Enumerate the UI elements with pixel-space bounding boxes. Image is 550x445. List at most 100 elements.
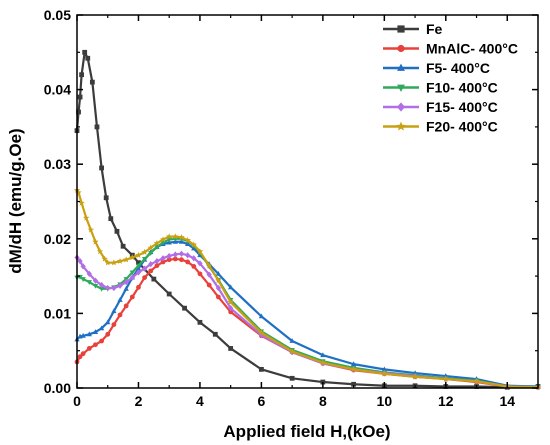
legend-item: F15- 400°C xyxy=(383,99,498,115)
data-point xyxy=(117,282,123,289)
legend-swatch-marker xyxy=(397,102,405,112)
data-point xyxy=(101,255,108,262)
data-point xyxy=(228,305,234,312)
legend-label: MnAlC- 400°C xyxy=(426,41,518,57)
data-point xyxy=(86,346,92,351)
data-point xyxy=(76,109,81,115)
legend-item: F5- 400°C xyxy=(383,60,490,76)
data-point xyxy=(94,124,100,130)
data-point xyxy=(350,361,357,367)
data-point xyxy=(108,216,114,222)
data-point xyxy=(320,352,326,358)
data-point xyxy=(228,309,234,315)
data-point xyxy=(80,263,86,270)
data-point xyxy=(289,338,295,343)
data-point xyxy=(166,291,172,297)
x-tick-label: 8 xyxy=(319,393,327,409)
y-tick-label: 0.05 xyxy=(44,7,71,23)
data-point xyxy=(77,354,83,360)
data-point xyxy=(197,271,203,277)
data-point xyxy=(148,261,154,268)
data-point xyxy=(178,250,185,257)
data-point xyxy=(86,280,92,285)
data-point xyxy=(258,329,265,336)
data-point xyxy=(105,331,111,337)
data-point xyxy=(172,251,178,258)
data-point xyxy=(166,252,172,260)
data-point xyxy=(154,263,160,269)
data-point xyxy=(151,276,157,282)
data-point xyxy=(148,268,154,274)
data-point xyxy=(135,269,142,276)
data-point xyxy=(110,259,118,266)
data-point xyxy=(135,263,142,269)
legend-swatch-marker xyxy=(397,84,405,92)
data-point xyxy=(111,308,117,314)
legend-item: F10- 400°C xyxy=(383,80,498,96)
data-point xyxy=(288,348,296,355)
data-point xyxy=(87,226,95,233)
data-point xyxy=(129,254,136,261)
data-point xyxy=(172,256,178,262)
data-point xyxy=(92,238,99,245)
x-tick-label: 14 xyxy=(499,393,515,409)
x-axis-title: Applied field H,(kOe) xyxy=(223,422,390,441)
x-tick-label: 2 xyxy=(135,393,143,409)
data-point xyxy=(351,381,356,387)
data-point xyxy=(227,298,234,305)
data-point xyxy=(77,94,83,100)
data-point xyxy=(96,248,104,255)
data-point xyxy=(166,257,172,263)
data-point xyxy=(350,365,357,373)
data-point xyxy=(103,195,109,201)
data-point xyxy=(197,260,203,267)
data-point xyxy=(78,199,85,206)
data-point xyxy=(182,305,187,311)
series-4 xyxy=(74,250,541,391)
data-point xyxy=(154,258,160,265)
data-point xyxy=(114,228,120,234)
x-tick-label: 10 xyxy=(377,393,393,409)
data-point xyxy=(212,331,218,337)
x-tick-label: 6 xyxy=(258,393,266,409)
data-point xyxy=(77,258,83,265)
legend-item: F20- 400°C xyxy=(383,119,498,135)
data-point xyxy=(196,248,204,255)
data-point xyxy=(184,236,191,244)
legend-label: F5- 400°C xyxy=(426,60,490,76)
series-2 xyxy=(74,238,541,389)
data-point xyxy=(381,366,387,372)
data-point xyxy=(82,49,88,55)
series-layer xyxy=(73,49,542,391)
data-point xyxy=(89,79,95,85)
data-point xyxy=(191,264,197,269)
data-point xyxy=(92,329,99,334)
data-point xyxy=(178,233,185,241)
series-5 xyxy=(73,186,542,390)
data-point xyxy=(258,313,265,319)
y-tick-label: 0.00 xyxy=(44,380,71,396)
data-point xyxy=(141,248,148,255)
legend-swatch-marker xyxy=(397,44,405,53)
data-point xyxy=(123,303,129,309)
legend-label: F15- 400°C xyxy=(426,99,498,115)
legend-item: MnAlC- 400°C xyxy=(383,41,518,57)
data-point xyxy=(141,265,148,272)
data-point xyxy=(185,259,191,265)
legend-item: Fe xyxy=(383,21,443,37)
data-point xyxy=(136,260,141,266)
data-point xyxy=(205,262,213,269)
data-point xyxy=(153,239,161,246)
y-tick-label: 0.02 xyxy=(44,231,71,247)
data-point xyxy=(80,351,86,357)
data-point xyxy=(442,375,449,382)
data-point xyxy=(105,284,111,292)
data-point xyxy=(166,233,173,240)
data-point xyxy=(99,338,104,344)
legend-label: Fe xyxy=(426,21,443,37)
data-point xyxy=(122,256,130,263)
legend-swatch-marker xyxy=(396,121,406,131)
data-point xyxy=(123,285,129,291)
series-3 xyxy=(74,236,541,391)
data-point xyxy=(228,346,234,351)
